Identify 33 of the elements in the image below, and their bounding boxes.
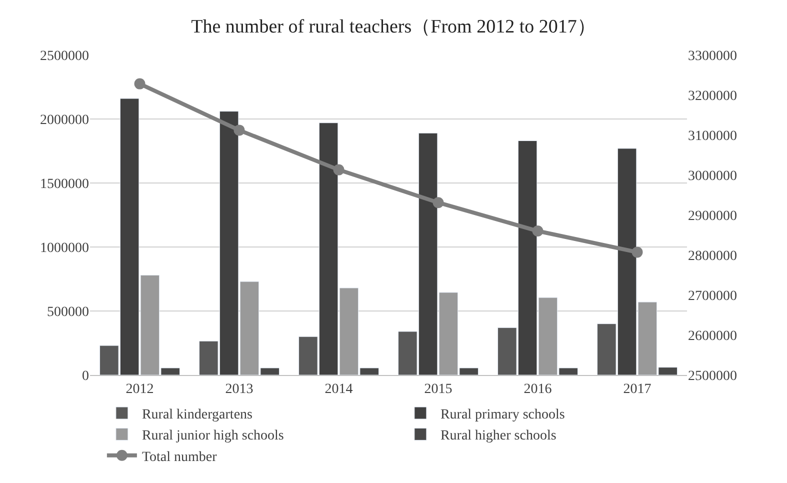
y2-tick-label: 3000000: [688, 168, 737, 184]
y-tick-label: 2000000: [40, 112, 89, 128]
y2-tick-label: 2500000: [688, 368, 737, 384]
point: [632, 246, 643, 258]
y-tick-label: 2500000: [40, 48, 89, 64]
point: [532, 226, 544, 236]
legend-label: Total number: [142, 450, 218, 465]
point: [333, 164, 344, 176]
y2-tick-label: 2800000: [688, 248, 737, 264]
y2-tick-label: 2900000: [688, 208, 737, 224]
y2-tick-label: 3300000: [688, 48, 737, 64]
legend-label: Rural kindergartens: [142, 407, 252, 422]
y-tick-label: 500000: [47, 304, 89, 320]
legend-label: Rural higher schools: [440, 428, 556, 444]
y-tick-label: 1500000: [40, 176, 89, 192]
legend-label: Rural junior high schools: [142, 428, 284, 444]
y2-tick-label: 2600000: [688, 328, 737, 344]
x-tick-label: 2017: [623, 382, 652, 397]
chart-title: The number of rural teachers（From 2012 to 2017）: [191, 16, 596, 38]
point: [432, 197, 444, 208]
point: [134, 78, 146, 90]
x-tick-label: 2015: [424, 382, 452, 397]
x-tick-label: 2012: [126, 382, 154, 397]
legend-label: Rural primary schools: [440, 407, 565, 422]
point: [234, 124, 245, 136]
y2-tick-label: 3100000: [688, 128, 737, 144]
y-tick-label: 0: [82, 368, 89, 384]
y2-tick-label: 3200000: [688, 88, 737, 104]
x-tick-label: 2013: [225, 382, 254, 397]
x-tick-label: 2016: [524, 382, 552, 397]
x-tick-label: 2014: [324, 382, 353, 397]
y2-tick-label: 2700000: [688, 288, 737, 304]
y-tick-label: 1000000: [40, 240, 89, 256]
